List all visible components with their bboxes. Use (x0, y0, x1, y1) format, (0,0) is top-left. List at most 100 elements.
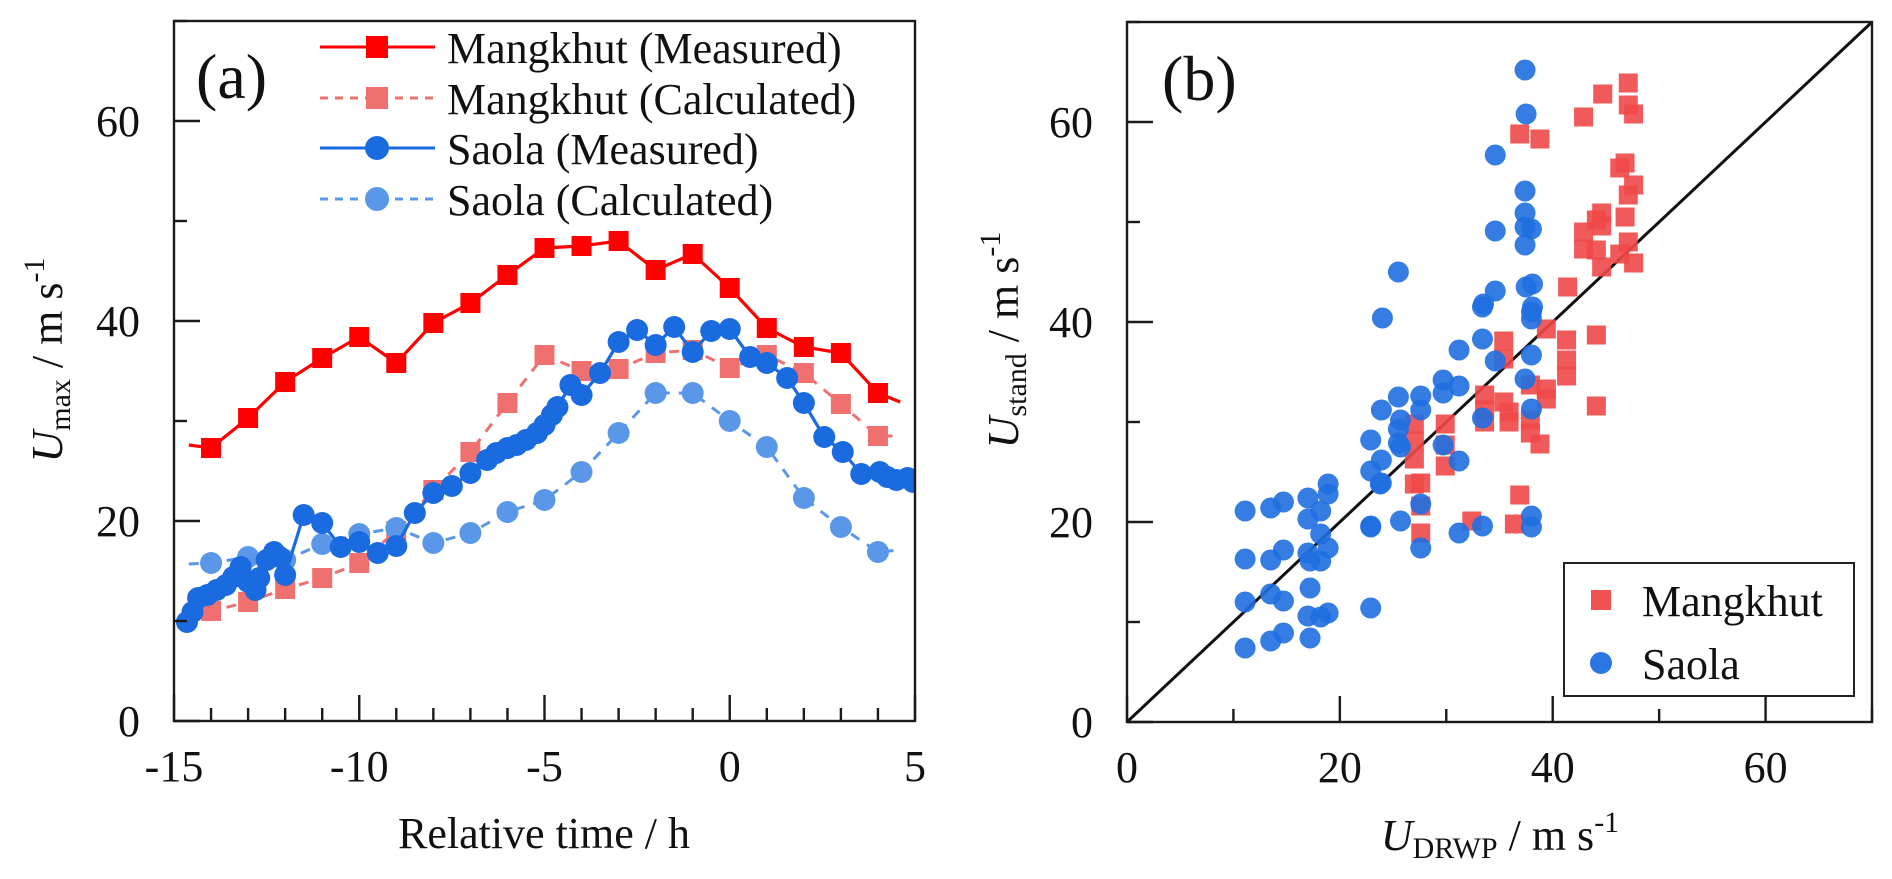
data-point (867, 383, 888, 403)
panel-b-ylabel-sub: stand (1000, 353, 1033, 416)
legend-circle-marker-icon (365, 136, 389, 160)
data-point (1360, 515, 1382, 537)
data-point (349, 327, 370, 347)
series-saola (1234, 59, 1543, 659)
data-point (866, 541, 889, 563)
data-point (1411, 523, 1431, 543)
data-point (700, 320, 723, 342)
data-point (1521, 296, 1543, 318)
data-point (1504, 514, 1524, 534)
data-point (681, 341, 704, 363)
data-point (1514, 180, 1536, 202)
legend-item-mangkhut-calculated: Mangkhut (Calculated) (320, 75, 856, 124)
legend-label: Saola (Measured) (447, 125, 759, 174)
data-point (1432, 382, 1454, 404)
data-point (1272, 622, 1294, 644)
x-tick-label: -15 (145, 742, 204, 791)
data-point (200, 552, 223, 574)
data-point (1317, 602, 1339, 624)
legend-circle-marker-icon (1590, 652, 1612, 674)
panel-b-xlabel-main: U (1381, 811, 1416, 860)
data-point (1234, 591, 1256, 613)
panel-b-label: (b) (1162, 43, 1237, 114)
data-point (830, 394, 851, 414)
data-point (1624, 253, 1644, 273)
data-point (1475, 385, 1495, 405)
data-point (274, 564, 297, 586)
panel-a-ylabel-sup: -1 (18, 257, 51, 282)
data-point (1234, 637, 1256, 659)
data-point (1557, 330, 1577, 350)
data-point (1370, 399, 1392, 421)
data-point (460, 293, 481, 313)
data-point (1574, 107, 1594, 127)
legend-item-saola: Saola (1590, 640, 1740, 689)
data-point (275, 372, 296, 392)
panel-b-ylabel: Ustand / m s-1 (974, 232, 1033, 449)
data-point (385, 535, 408, 557)
panel-a-ylabel-sub: max (44, 379, 77, 431)
data-point (1435, 414, 1455, 434)
data-point (422, 532, 445, 554)
panel-b-frame (1125, 20, 1874, 724)
data-point (1557, 350, 1577, 370)
data-point (496, 501, 519, 523)
legend-item-mangkhut-measured: Mangkhut (Measured) (320, 24, 842, 73)
data-point (348, 531, 371, 553)
panel-b-ylabel-main: U (979, 413, 1028, 448)
panel-b-ticks: 0 20 40 60 0 20 40 60 (1049, 20, 1874, 792)
y-tick-label: 40 (1049, 298, 1093, 347)
data-point (1370, 472, 1392, 494)
data-point (1410, 537, 1432, 559)
legend-label: Mangkhut (1642, 577, 1823, 626)
data-point (850, 463, 873, 485)
legend-label: Saola (Calculated) (447, 176, 773, 225)
data-point (1536, 389, 1556, 409)
data-point (459, 462, 482, 484)
data-point (570, 461, 593, 483)
data-point (1404, 449, 1424, 469)
x-tick-label: 40 (1531, 743, 1575, 792)
data-point (644, 334, 667, 356)
data-point (830, 343, 851, 363)
data-point (607, 422, 630, 444)
x-tick-label: 60 (1744, 743, 1788, 792)
data-point (1448, 339, 1470, 361)
y-tick-label: 0 (118, 697, 140, 746)
data-point (1592, 216, 1612, 236)
data-point (312, 348, 333, 368)
data-point (1494, 331, 1514, 351)
legend-label: Mangkhut (Calculated) (447, 75, 856, 124)
data-point (1390, 436, 1412, 458)
data-point (1521, 273, 1543, 295)
data-point (311, 533, 334, 555)
data-point (589, 362, 612, 384)
data-point (1593, 84, 1613, 104)
data-point (329, 536, 352, 558)
data-point (1471, 328, 1493, 350)
data-point (1624, 104, 1644, 124)
data-point (1234, 548, 1256, 570)
panel-b-xlabel-sup: -1 (1594, 806, 1619, 839)
data-point (755, 352, 778, 374)
data-point (1272, 539, 1294, 561)
data-point (739, 346, 762, 368)
x-tick-label: -10 (330, 742, 389, 791)
data-point (1515, 103, 1537, 125)
legend-circle-marker-icon (365, 187, 389, 211)
panel-b-xlabel: UDRWP / m s-1 (1381, 806, 1619, 865)
x-tick-label: 5 (904, 742, 926, 791)
data-point (533, 489, 556, 511)
data-point (1484, 144, 1506, 166)
data-point (1360, 597, 1382, 619)
data-point (829, 516, 852, 538)
data-point (534, 238, 555, 258)
data-point (776, 367, 799, 389)
data-point (644, 382, 667, 404)
data-point (1387, 386, 1409, 408)
data-point (1310, 550, 1332, 572)
data-point (238, 408, 259, 428)
data-point (1510, 124, 1530, 144)
